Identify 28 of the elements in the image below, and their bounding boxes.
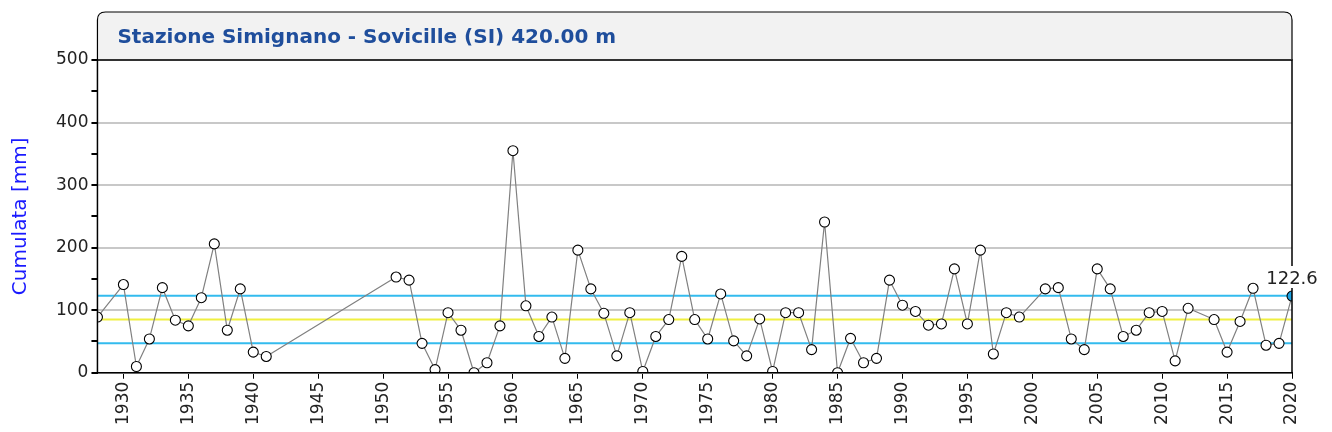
y-tick-label: 300 [55, 173, 89, 194]
x-tick-label: 1940 [241, 381, 262, 425]
x-tick-label: 1930 [111, 381, 132, 425]
x-tick-label: 1965 [566, 381, 587, 425]
x-tick-label: 2010 [1150, 381, 1171, 425]
y-axis-title: Cumulata [mm] [7, 137, 32, 296]
x-tick-label: 1980 [761, 381, 782, 425]
x-tick-label: 1935 [176, 381, 197, 425]
chart-title: Stazione Simignano - Sovicille (SI) 420.00 m [117, 24, 617, 49]
y-tick-label: 100 [55, 298, 89, 319]
x-tick-label: 1950 [371, 381, 392, 425]
y-tick-label: 0 [77, 361, 89, 382]
x-tick-label: 1985 [825, 381, 846, 425]
x-tick-label: 1990 [890, 381, 911, 425]
y-tick-label: 500 [55, 48, 89, 69]
y-tick-label: 400 [55, 110, 89, 131]
x-tick-label: 1975 [696, 381, 717, 425]
x-tick-label: 1995 [955, 381, 976, 425]
x-tick-label: 1970 [631, 381, 652, 425]
x-tick-label: 1960 [501, 381, 522, 425]
x-tick-label: 2005 [1085, 381, 1106, 425]
x-tick-label: 1955 [436, 381, 457, 425]
y-tick-label: 200 [55, 236, 89, 257]
x-tick-label: 1945 [306, 381, 327, 425]
x-tick-label: 2015 [1215, 381, 1236, 425]
x-tick-label: 2020 [1280, 381, 1301, 425]
data-label: 122.6 [1266, 266, 1318, 288]
x-tick-label: 2000 [1020, 381, 1041, 425]
